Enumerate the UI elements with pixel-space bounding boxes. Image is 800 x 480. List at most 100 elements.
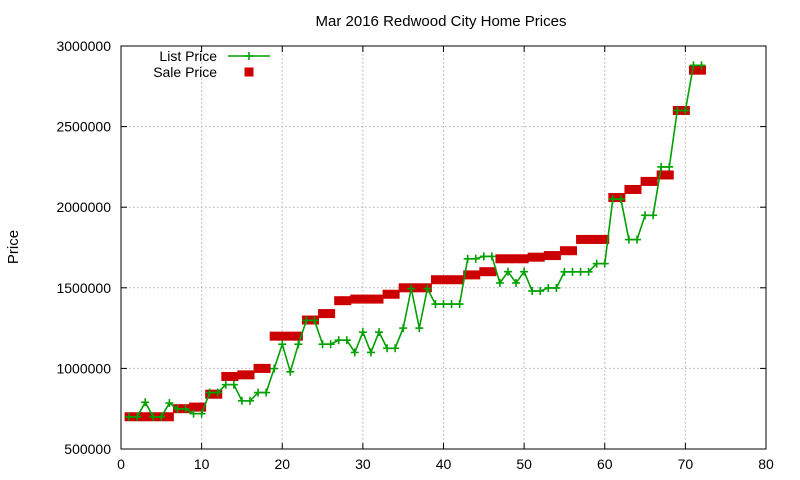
list-price-point: [213, 388, 222, 397]
list-price-point: [407, 284, 416, 293]
list-price-point: [278, 340, 287, 349]
x-tick-label: 30: [355, 456, 371, 472]
sale-price-point: [471, 270, 481, 280]
list-price-point: [294, 340, 303, 349]
sale-price-point: [527, 252, 537, 262]
list-price-point: [270, 364, 279, 373]
x-tick-label: 60: [597, 456, 613, 472]
sale-price-point: [350, 294, 360, 304]
list-price-point: [633, 235, 641, 244]
list-price-point: [157, 412, 166, 421]
list-price-point: [310, 316, 319, 325]
list-price-point: [552, 283, 561, 292]
list-price-point: [479, 252, 488, 261]
sale-price-point: [197, 402, 207, 412]
list-price-point: [657, 162, 666, 171]
list-price-point: [326, 340, 335, 349]
sale-price-point: [285, 331, 295, 341]
list-price-point: [246, 396, 254, 405]
sale-price-point: [277, 331, 287, 341]
sale-price-point: [479, 267, 489, 277]
list-price-point: [697, 61, 706, 70]
list-price-point: [237, 396, 246, 405]
list-price-point: [673, 106, 682, 115]
grid-lines: [121, 46, 766, 449]
sale-price-point: [366, 294, 376, 304]
sale-price-point: [189, 402, 199, 412]
list-price-point: [495, 278, 504, 287]
list-price-point: [423, 284, 432, 293]
sale-price-point: [656, 170, 666, 180]
list-price-point: [197, 409, 206, 418]
chart-title: Mar 2016 Redwood City Home Prices: [316, 13, 567, 30]
list-price-point: [536, 287, 545, 296]
list-price-point: [616, 195, 625, 204]
list-price-point: [149, 412, 158, 421]
list-price-point: [205, 388, 214, 397]
list-price-point: [358, 328, 367, 337]
sale-price-point: [576, 234, 586, 244]
y-tick-label: 2000000: [56, 199, 111, 215]
list-price-point: [125, 412, 134, 421]
sale-price-point: [414, 283, 424, 293]
sale-price-point: [140, 412, 150, 422]
sale-price-point: [551, 251, 561, 261]
sale-price-point: [334, 296, 344, 306]
list-price-point: [375, 328, 383, 337]
y-tick-label: 1500000: [56, 280, 111, 296]
list-price-point: [471, 254, 480, 263]
list-price-point: [584, 267, 593, 276]
list-price-point: [391, 344, 400, 353]
sale-price-point: [447, 275, 457, 285]
x-tick-label: 0: [117, 456, 125, 472]
list-price-point: [689, 61, 698, 70]
sale-price-point: [439, 275, 448, 285]
x-tick-label: 20: [274, 456, 290, 472]
sale-price-point: [326, 309, 336, 319]
list-price-point: [512, 278, 521, 287]
sale-price-point: [261, 363, 271, 373]
y-tick-label: 2500000: [56, 119, 111, 135]
y-tick-label: 3000000: [56, 38, 111, 54]
list-price-point: [350, 348, 359, 357]
list-price-point: [262, 388, 271, 397]
list-price-point: [439, 300, 448, 309]
list-price-point: [141, 398, 150, 407]
list-price-point: [334, 336, 343, 345]
list-price-point: [520, 267, 529, 276]
x-tick-label: 10: [194, 456, 210, 472]
list-price-point: [415, 324, 424, 333]
sale-price-point: [342, 296, 352, 306]
sale-price-point: [398, 283, 408, 293]
list-price-point: [133, 412, 142, 421]
sale-price-point: [511, 254, 521, 264]
list-price-point: [463, 254, 472, 263]
legend-marker-sale-price: [244, 67, 254, 77]
list-price-point: [576, 267, 585, 276]
list-price-point: [624, 235, 633, 244]
sale-price-point: [237, 370, 247, 380]
legend-label-list-price: List Price: [159, 48, 217, 64]
sale-price-point: [632, 184, 642, 194]
list-price-point: [302, 316, 311, 325]
sale-price-point: [390, 289, 400, 299]
sale-price-point: [640, 176, 650, 186]
sale-price-point: [688, 65, 698, 75]
list-price-point: [286, 367, 295, 376]
sale-price-point: [543, 251, 553, 261]
y-tick-label: 1000000: [56, 360, 111, 376]
sale-price-point: [245, 370, 255, 380]
list-price-point: [399, 324, 408, 333]
sale-price-point: [253, 363, 263, 373]
sale-price-point: [648, 176, 658, 186]
sale-price-point: [318, 309, 328, 319]
list-price-point: [487, 252, 496, 261]
list-price-point: [504, 267, 512, 276]
list-price-point: [165, 399, 174, 408]
sale-price-point: [592, 234, 602, 244]
sale-price-point: [229, 371, 239, 381]
list-price-point: [641, 211, 650, 220]
sale-price-point: [535, 252, 545, 262]
sale-price-point: [358, 294, 368, 304]
